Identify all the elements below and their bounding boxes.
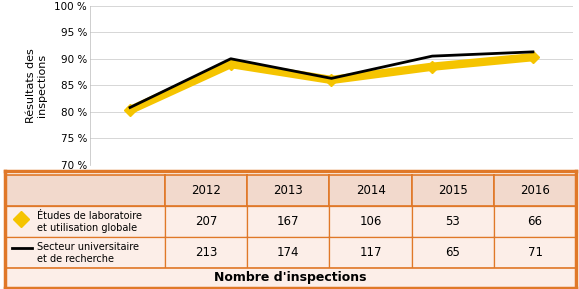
Text: Secteur universitaire: Secteur universitaire	[37, 242, 139, 252]
Text: 2012: 2012	[191, 184, 221, 197]
Text: 117: 117	[360, 246, 382, 259]
Y-axis label: Résultats des
inspections: Résultats des inspections	[25, 48, 47, 123]
Text: 66: 66	[527, 215, 543, 228]
Text: 53: 53	[445, 215, 460, 228]
Text: 2013: 2013	[273, 184, 303, 197]
Text: 2015: 2015	[438, 184, 468, 197]
Text: 2014: 2014	[356, 184, 386, 197]
Text: 2016: 2016	[520, 184, 550, 197]
Text: et de recherche: et de recherche	[37, 254, 114, 264]
Text: 106: 106	[360, 215, 382, 228]
Text: 71: 71	[527, 246, 543, 259]
Text: 174: 174	[277, 246, 299, 259]
Text: Études de laboratoire: Études de laboratoire	[37, 211, 142, 221]
Text: 207: 207	[195, 215, 217, 228]
Text: Nombre d'inspections: Nombre d'inspections	[214, 271, 367, 284]
Text: et utilisation globale: et utilisation globale	[37, 223, 137, 233]
Text: 167: 167	[277, 215, 299, 228]
Text: 213: 213	[195, 246, 217, 259]
Text: 65: 65	[445, 246, 460, 259]
